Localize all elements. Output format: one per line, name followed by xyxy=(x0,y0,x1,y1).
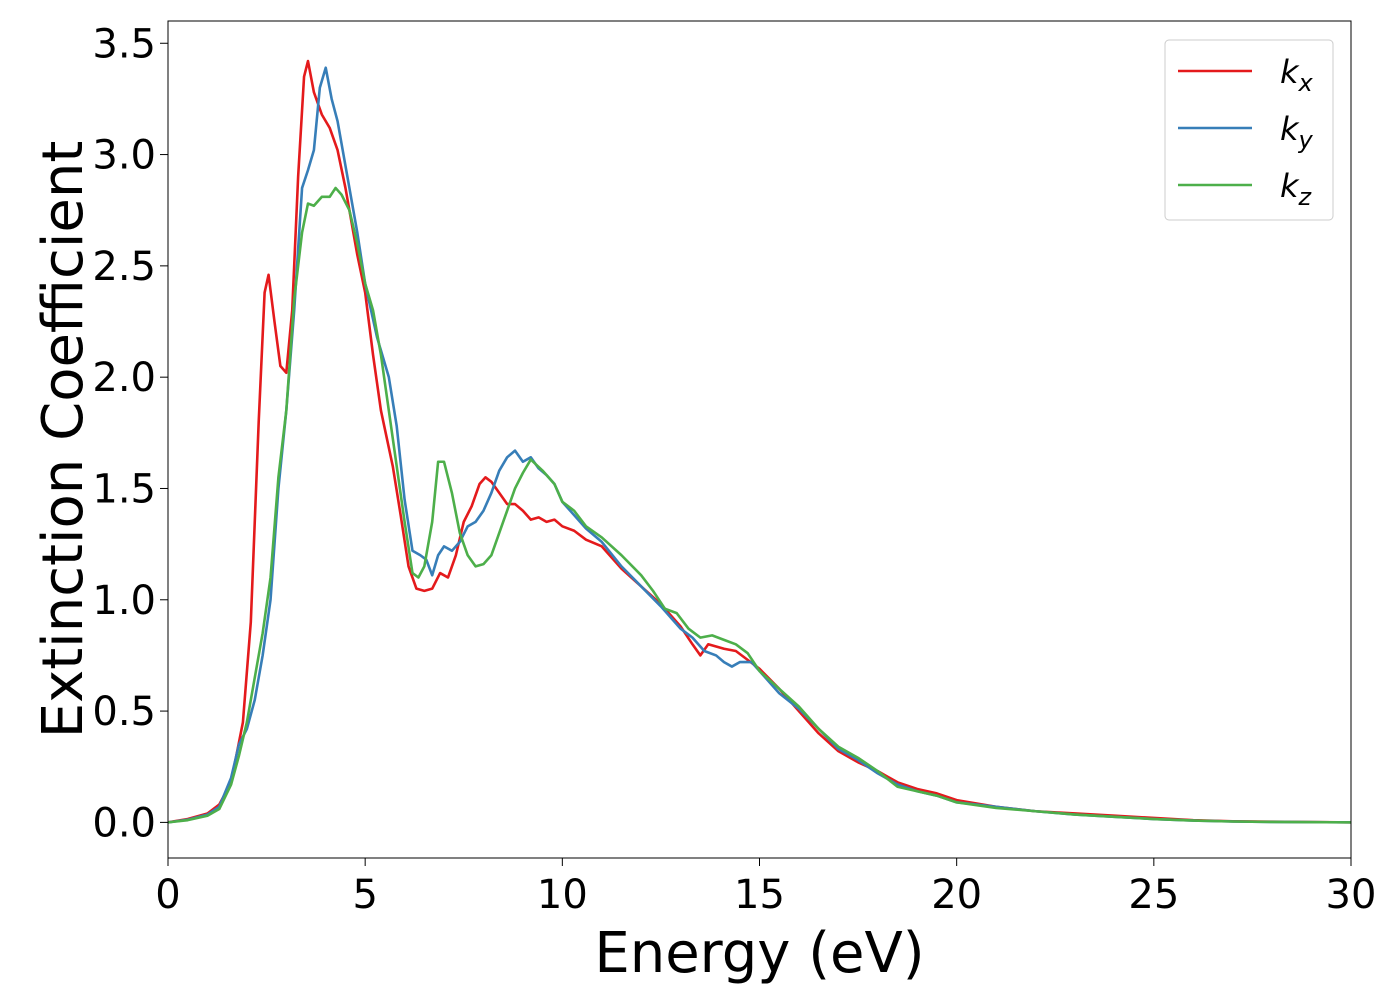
y-tick-label: 0.5 xyxy=(92,689,156,735)
y-tick-label: 2.5 xyxy=(92,244,156,290)
y-tick-label: 0.0 xyxy=(92,800,156,846)
legend-label-k-x: kx xyxy=(1280,53,1314,97)
x-tick-label: 0 xyxy=(155,872,180,918)
y-tick-label: 3.0 xyxy=(92,133,156,179)
legend-label-k-y: ky xyxy=(1280,110,1314,154)
y-tick-label: 2.0 xyxy=(92,355,156,401)
series-layer xyxy=(168,59,1351,824)
y-axis-ticks: 0.0 0.5 1.0 1.5 2.0 2.5 3.0 3.5 xyxy=(92,21,168,846)
legend: kx ky kz xyxy=(1164,39,1334,221)
x-tick-label: 10 xyxy=(537,872,588,918)
legend-label-k-z: kz xyxy=(1280,167,1313,211)
x-tick-label: 25 xyxy=(1128,872,1179,918)
x-tick-label: 30 xyxy=(1326,872,1377,918)
y-tick-label: 1.5 xyxy=(92,466,156,512)
y-tick-label: 3.5 xyxy=(92,21,156,67)
y-tick-label: 1.0 xyxy=(92,578,156,624)
x-tick-label: 15 xyxy=(734,872,785,918)
legend-box xyxy=(1164,39,1334,221)
x-axis-title: Energy (eV) xyxy=(594,921,924,986)
y-axis-title: Extinction Coefficient xyxy=(31,141,96,739)
x-tick-label: 5 xyxy=(352,872,377,918)
x-axis-ticks: 0 5 10 15 20 25 30 xyxy=(155,858,1376,918)
x-tick-label: 20 xyxy=(931,872,982,918)
series-line-k-z xyxy=(168,186,1351,824)
series-line-k-y xyxy=(168,66,1351,824)
